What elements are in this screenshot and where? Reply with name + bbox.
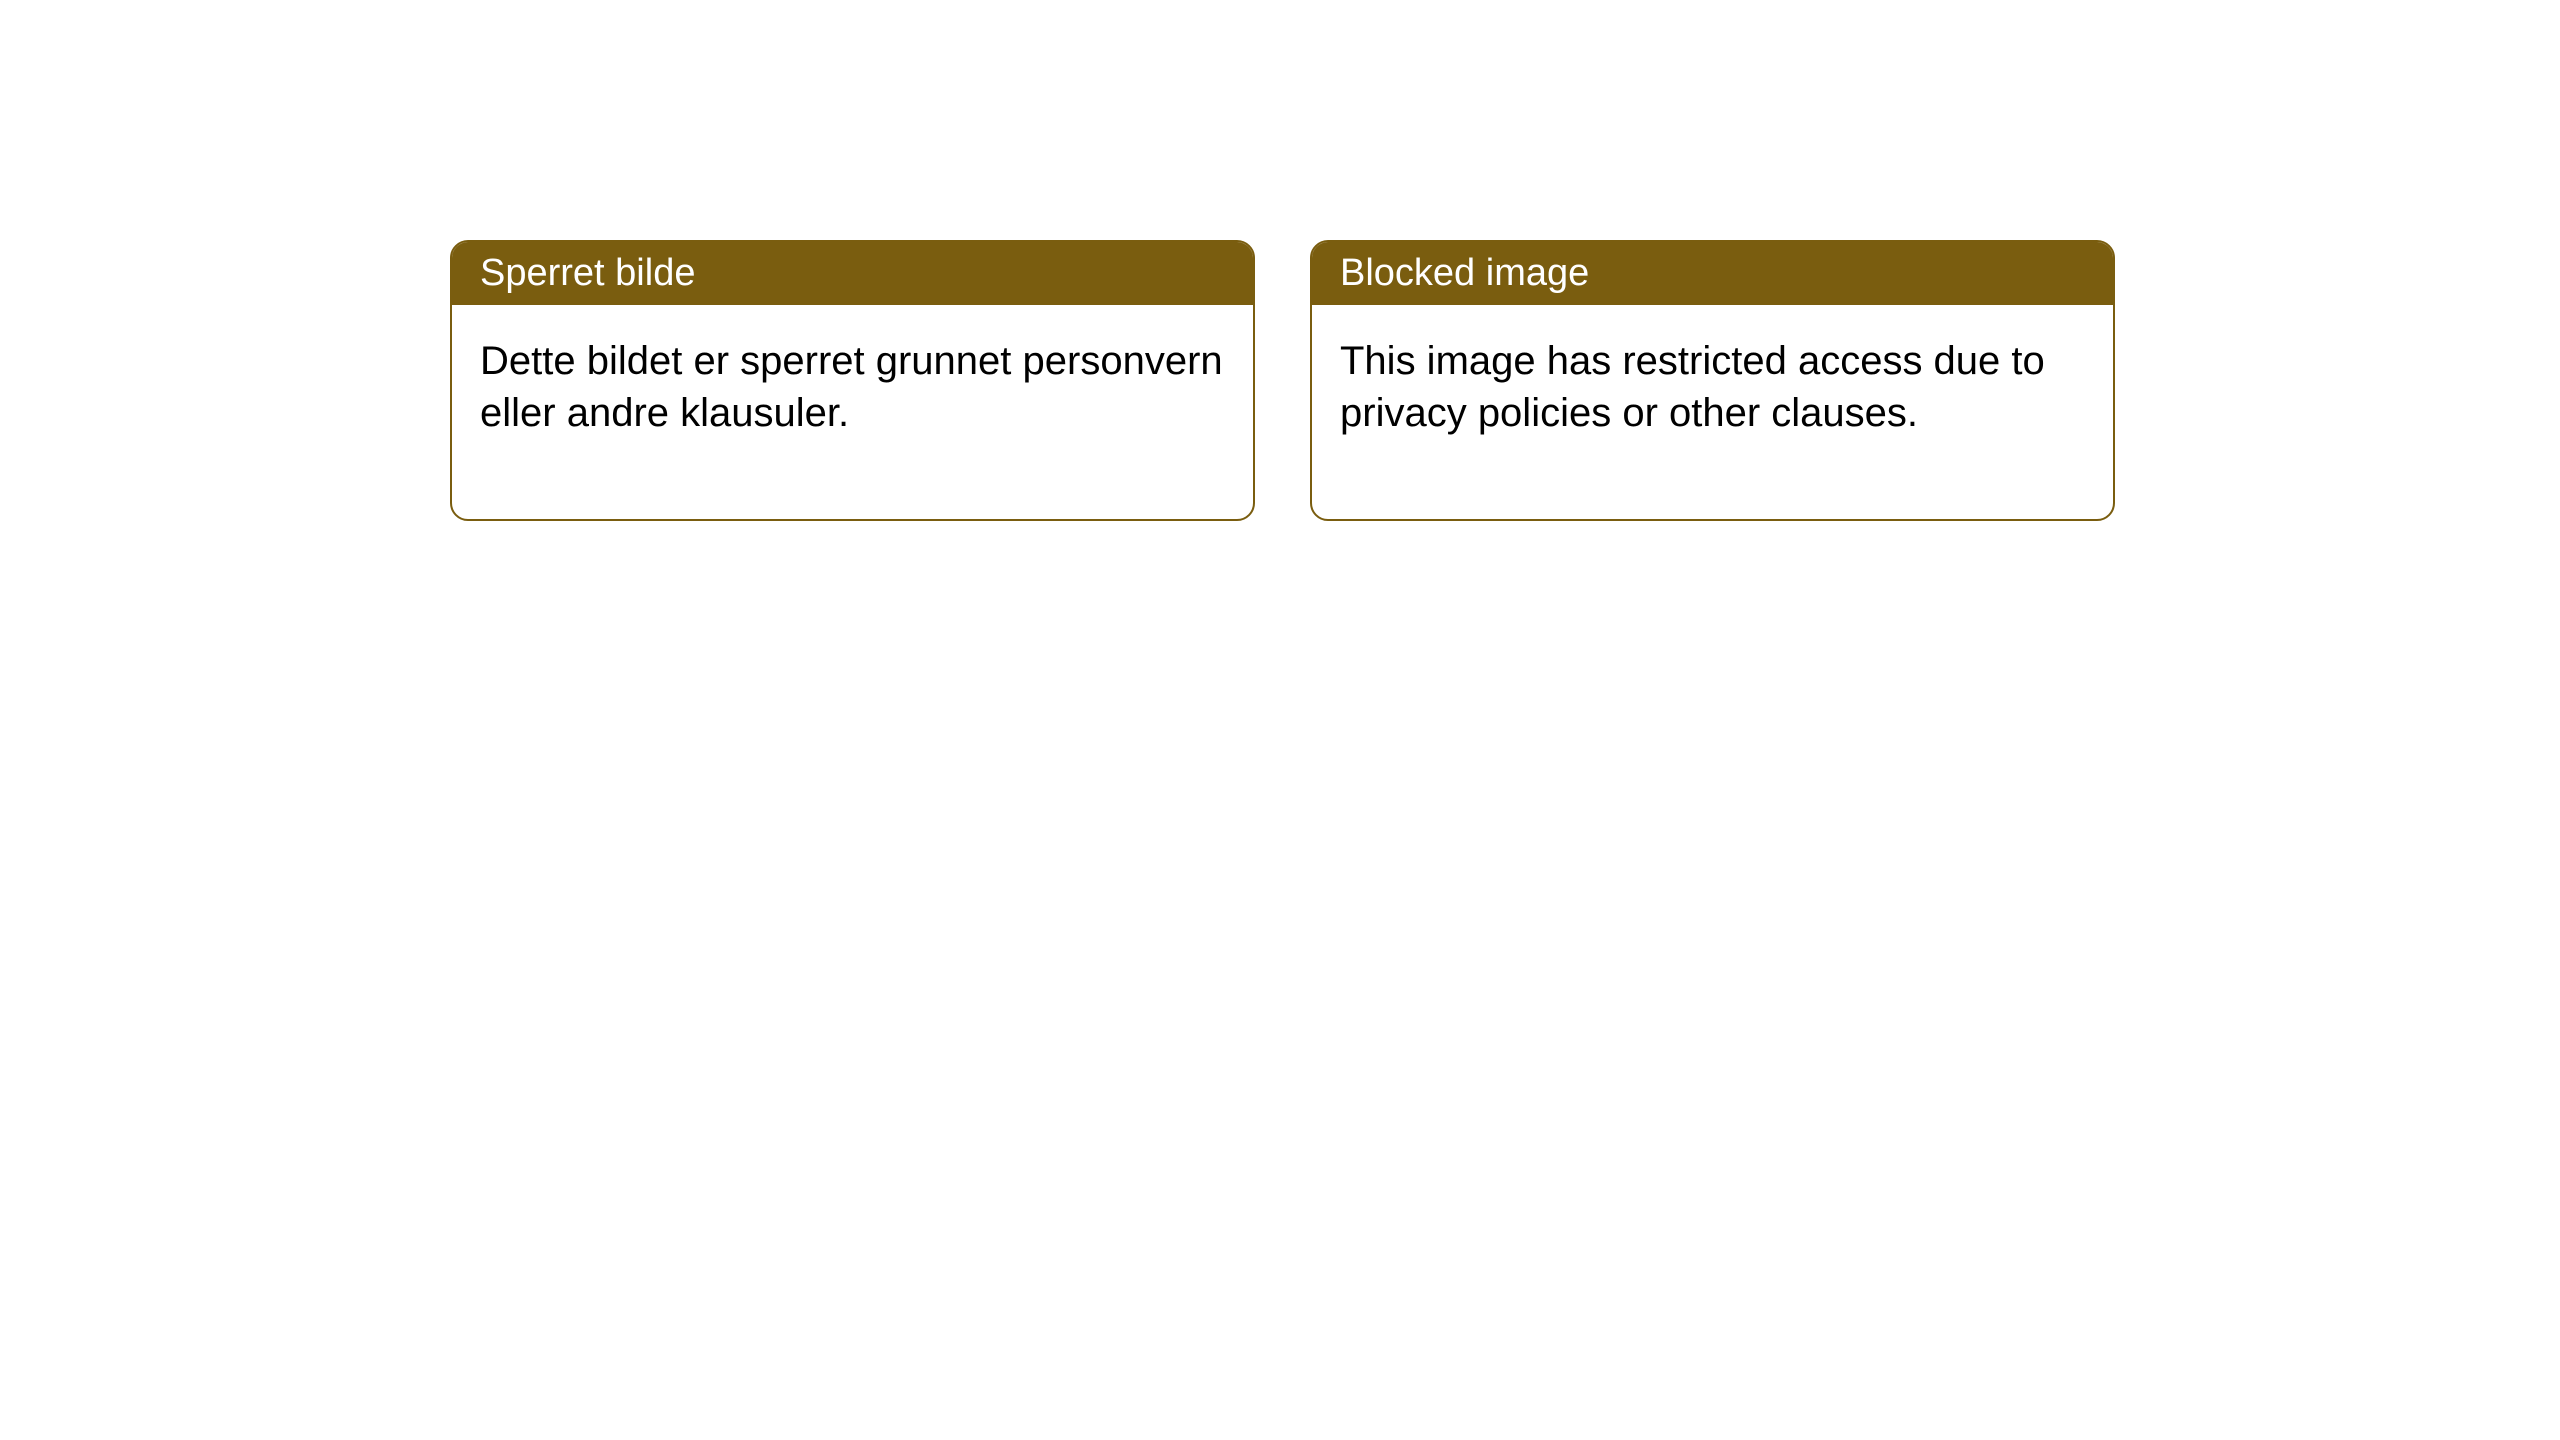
- notice-title-norwegian: Sperret bilde: [452, 242, 1253, 305]
- notice-card-norwegian: Sperret bilde Dette bildet er sperret gr…: [450, 240, 1255, 521]
- notice-card-english: Blocked image This image has restricted …: [1310, 240, 2115, 521]
- notice-container: Sperret bilde Dette bildet er sperret gr…: [0, 0, 2560, 521]
- notice-title-english: Blocked image: [1312, 242, 2113, 305]
- notice-body-norwegian: Dette bildet er sperret grunnet personve…: [452, 305, 1253, 519]
- notice-body-english: This image has restricted access due to …: [1312, 305, 2113, 519]
